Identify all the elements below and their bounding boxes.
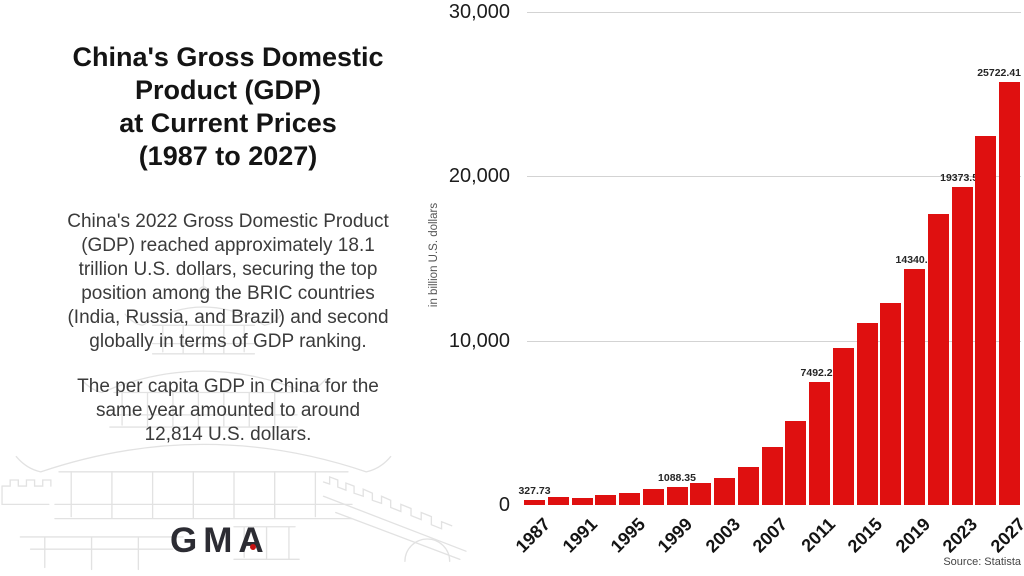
y-tick-label-30000: 30,000 (448, 0, 510, 23)
x-tick-label-2019: 2019 (891, 514, 934, 557)
paragraph-line: (India, Russia, and Brazil) and second (67, 307, 389, 328)
gridline-10000 (527, 340, 1021, 342)
gridline-20000 (527, 176, 1021, 178)
bar-2017 (880, 302, 902, 505)
summary-paragraph-per-capita: The per capita GDP in China for the same… (0, 375, 456, 447)
paragraph-line: same year amounted to around (95, 400, 361, 421)
bar-2025 (975, 135, 997, 505)
bar-1995 (619, 492, 640, 505)
bar-2027: 25722.41 (977, 67, 1021, 505)
paragraph-line: globally in terms of GDP ranking. (89, 331, 367, 352)
gma-logo: GMA (170, 521, 270, 560)
bar-1991 (571, 498, 593, 505)
y-tick-label-20000: 20,000 (448, 165, 510, 188)
bar-series: 327.73 1088.35 7492.21 14340.6 19373.59 25722… (518, 12, 1021, 505)
bar-2023: 19373.59 (940, 172, 984, 505)
x-tick-label-2023: 2023 (938, 514, 982, 557)
summary-paragraph-gdp: China's 2022 Gross Domestic Product (GDP… (0, 210, 456, 354)
x-tick-label-2027: 2027 (986, 514, 1024, 557)
bar-2015 (856, 323, 878, 505)
title-line: China's Gross Domestic (72, 42, 384, 73)
bar-value-label-2019: 14340.6 (895, 254, 934, 267)
bar-2001 (690, 483, 712, 505)
bar-2013 (832, 347, 854, 505)
bar-2021 (927, 213, 949, 505)
title-line: at Current Prices (119, 108, 337, 139)
bar-1999: 1088.35 (658, 472, 696, 505)
bar-1987: 327.73 (518, 485, 551, 505)
bar-2003 (714, 477, 735, 505)
bar-2005 (737, 467, 759, 505)
source-credit: Source: Statista (943, 556, 1021, 568)
gma-logo-red-dot-icon (250, 544, 256, 550)
page-title: China's Gross Domestic Product (GDP) at … (0, 41, 456, 173)
x-tick-label-1991: 1991 (558, 514, 602, 557)
x-tick-label-1987: 1987 (511, 514, 554, 557)
x-tick-label-2011: 2011 (796, 514, 839, 556)
bar-value-label-2027: 25722.41 (977, 67, 1021, 80)
paragraph-line: trillion U.S. dollars, securing the top (78, 259, 378, 280)
bar-1989 (547, 497, 569, 505)
title-line: Product (GDP) (135, 75, 321, 106)
bar-2007 (761, 446, 783, 505)
bar-value-label-1987: 327.73 (518, 484, 551, 497)
bar-1997 (642, 489, 664, 505)
y-tick-label-10000: 10,000 (448, 329, 510, 352)
x-tick-label-2003: 2003 (701, 514, 744, 557)
y-tick-label-0: 0 (498, 494, 510, 516)
pagoda-watermark-illustration (1, 275, 467, 571)
x-tick-label-1995: 1995 (606, 514, 649, 557)
title-line: (1987 to 2027) (138, 141, 318, 172)
bar-value-label-1999: 1088.35 (658, 472, 696, 485)
bar-2011: 7492.21 (801, 367, 838, 505)
paragraph-line: position among the BRIC countries (81, 283, 375, 304)
y-axis-title: in billion U.S. dollars (428, 202, 440, 308)
paragraph-line: 12,814 U.S. dollars. (144, 424, 312, 445)
paragraph-line: China's 2022 Gross Domestic Product (67, 211, 389, 232)
x-tick-label-1999: 1999 (653, 514, 697, 557)
bar-1993 (595, 494, 617, 505)
x-tick-label-2015: 2015 (843, 514, 887, 557)
paragraph-line: (GDP) reached approximately 18.1 (81, 235, 375, 256)
gridline-30000 (527, 12, 1021, 13)
bar-2009 (785, 421, 807, 505)
bar-value-label-2023: 19373.59 (940, 171, 984, 184)
x-tick-label-2007: 2007 (748, 514, 792, 557)
paragraph-line: The per capita GDP in China for the (77, 376, 379, 397)
bar-2019: 14340.6 (896, 254, 933, 505)
bar-value-label-2011: 7492.21 (800, 366, 839, 379)
